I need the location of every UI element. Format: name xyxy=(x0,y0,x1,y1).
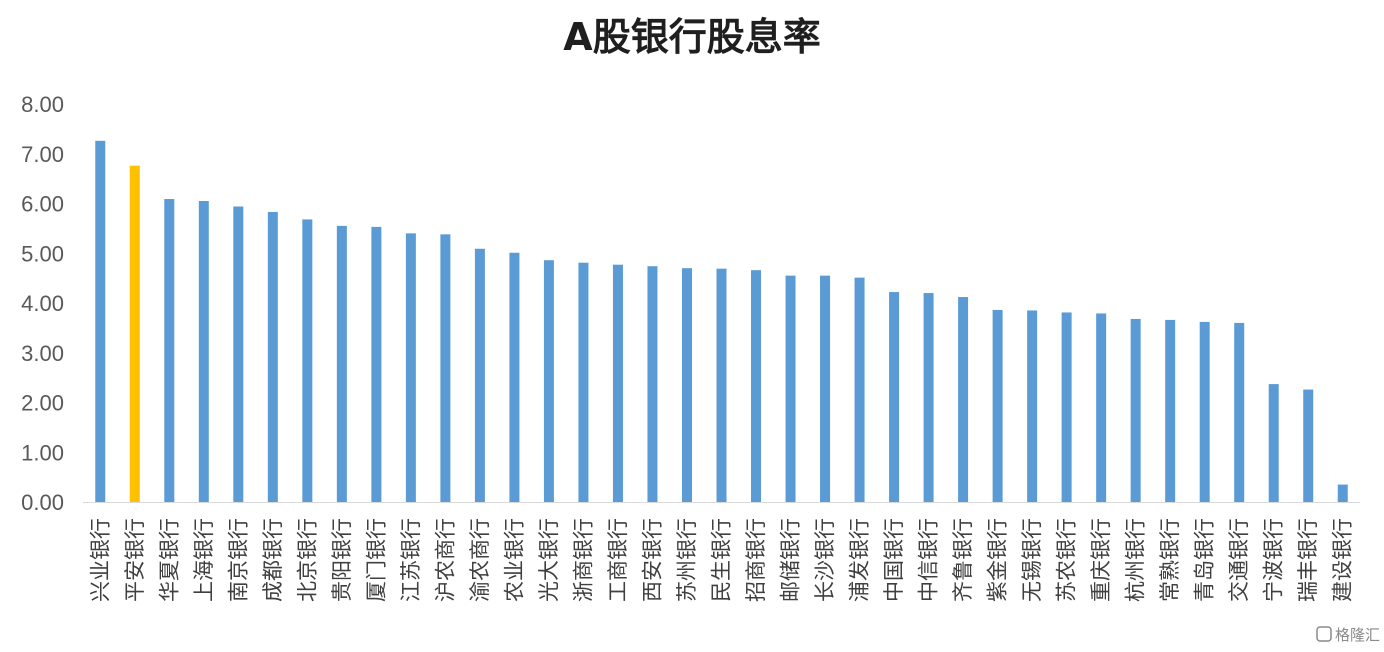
bar-18 xyxy=(716,268,727,502)
x-tick-label: 工商银行 xyxy=(606,518,630,602)
bar-30 xyxy=(1130,318,1141,502)
x-tick-label: 民生银行 xyxy=(710,518,734,602)
watermark-text: 格隆汇 xyxy=(1335,626,1380,644)
bar-34 xyxy=(1268,384,1279,502)
y-tick-label: 2.00 xyxy=(21,391,64,416)
bar-4 xyxy=(233,206,244,503)
x-tick-label: 浙商银行 xyxy=(571,518,595,602)
x-tick-label: 青岛银行 xyxy=(1193,518,1217,602)
y-tick-label: 7.00 xyxy=(21,142,64,167)
x-tick-label: 宁波银行 xyxy=(1262,518,1286,602)
x-tick-label: 浦发银行 xyxy=(848,518,872,602)
x-tick-label: 华夏银行 xyxy=(157,518,181,602)
bar-16 xyxy=(647,266,658,502)
x-tick-label: 中国银行 xyxy=(882,518,906,602)
x-tick-label: 江苏银行 xyxy=(399,518,423,602)
x-tick-label: 渝农商行 xyxy=(468,518,492,602)
bar-9 xyxy=(405,233,416,502)
bar-5 xyxy=(267,211,278,502)
bar-29 xyxy=(1096,313,1107,502)
x-tick-label: 成都银行 xyxy=(261,518,285,602)
bar-1 xyxy=(129,165,140,502)
x-tick-label: 上海银行 xyxy=(192,518,216,602)
chart-title: A股银行股息率 xyxy=(563,15,820,59)
x-tick-label: 光大银行 xyxy=(537,518,561,602)
bar-27 xyxy=(1027,310,1038,502)
bar-31 xyxy=(1165,319,1176,502)
y-tick-label: 3.00 xyxy=(21,341,64,366)
bar-13 xyxy=(543,260,554,502)
x-tick-label: 无锡银行 xyxy=(1020,518,1044,602)
x-tick-label: 北京银行 xyxy=(295,518,319,602)
x-tick-label: 苏州银行 xyxy=(675,518,699,602)
x-tick-label: 厦门银行 xyxy=(364,518,388,602)
bar-25 xyxy=(958,297,969,502)
x-tick-label: 兴业银行 xyxy=(88,518,112,602)
bar-12 xyxy=(509,252,520,502)
y-tick-label: 5.00 xyxy=(21,241,64,266)
bar-2 xyxy=(164,199,175,502)
x-tick-label: 南京银行 xyxy=(226,518,250,602)
x-axis: 兴业银行 平安银行 华夏银行 上海银行 南京银行 成都银行 北京银行 贵阳银行 厦门银行 江苏银行… xyxy=(83,502,1360,602)
bar-33 xyxy=(1234,322,1245,502)
y-tick-label: 6.00 xyxy=(21,192,64,217)
x-tick-label: 齐鲁银行 xyxy=(951,518,975,602)
bar-0 xyxy=(95,140,106,502)
bar-32 xyxy=(1199,321,1210,502)
bar-10 xyxy=(440,234,451,502)
bar-3 xyxy=(198,201,209,502)
y-tick-label: 1.00 xyxy=(21,440,64,465)
bar-19 xyxy=(751,270,762,502)
x-tick-label: 西安银行 xyxy=(640,518,664,602)
bar-24 xyxy=(923,293,934,502)
x-tick-label: 沪农商行 xyxy=(433,518,457,602)
bar-21 xyxy=(820,275,831,502)
y-tick-label: 0.00 xyxy=(21,490,64,515)
bar-7 xyxy=(336,225,347,502)
x-tick-label: 交通银行 xyxy=(1227,518,1251,602)
y-tick-label: 4.00 xyxy=(21,291,64,316)
x-tick-label: 长沙银行 xyxy=(813,518,837,602)
x-tick-label: 建设银行 xyxy=(1331,518,1355,602)
x-tick-label: 重庆银行 xyxy=(1089,518,1113,602)
bars xyxy=(95,140,1348,503)
x-tick-label: 杭州银行 xyxy=(1124,518,1148,602)
x-tick-label: 常熟银行 xyxy=(1158,518,1182,602)
x-tick-label: 贵阳银行 xyxy=(330,518,354,602)
x-tick-label: 平安银行 xyxy=(123,518,147,602)
x-tick-label: 农业银行 xyxy=(502,518,526,602)
x-tick-label: 中信银行 xyxy=(917,518,941,602)
watermark-logo-icon xyxy=(1316,626,1332,642)
bar-14 xyxy=(578,262,589,502)
x-tick-label: 瑞丰银行 xyxy=(1296,518,1320,602)
x-tick-label: 苏农银行 xyxy=(1055,518,1079,602)
bar-11 xyxy=(474,248,485,502)
y-axis: 0.00 1.00 2.00 3.00 4.00 5.00 6.00 7.00 8.00 xyxy=(21,92,64,515)
bar-8 xyxy=(371,226,382,502)
x-tick-label: 邮储银行 xyxy=(779,518,803,602)
bar-17 xyxy=(681,268,692,502)
bar-23 xyxy=(889,292,900,502)
watermark: 格隆汇 xyxy=(1316,626,1380,644)
bar-15 xyxy=(612,264,623,502)
bar-35 xyxy=(1303,389,1314,502)
bar-28 xyxy=(1061,312,1072,502)
bar-26 xyxy=(992,309,1003,502)
x-tick-label: 紫金银行 xyxy=(986,518,1010,602)
x-tick-label: 招商银行 xyxy=(744,518,768,602)
y-tick-label: 8.00 xyxy=(21,92,64,117)
bar-6 xyxy=(302,219,313,503)
bar-20 xyxy=(785,275,796,502)
bar-22 xyxy=(854,277,865,502)
bar-36 xyxy=(1337,484,1348,502)
